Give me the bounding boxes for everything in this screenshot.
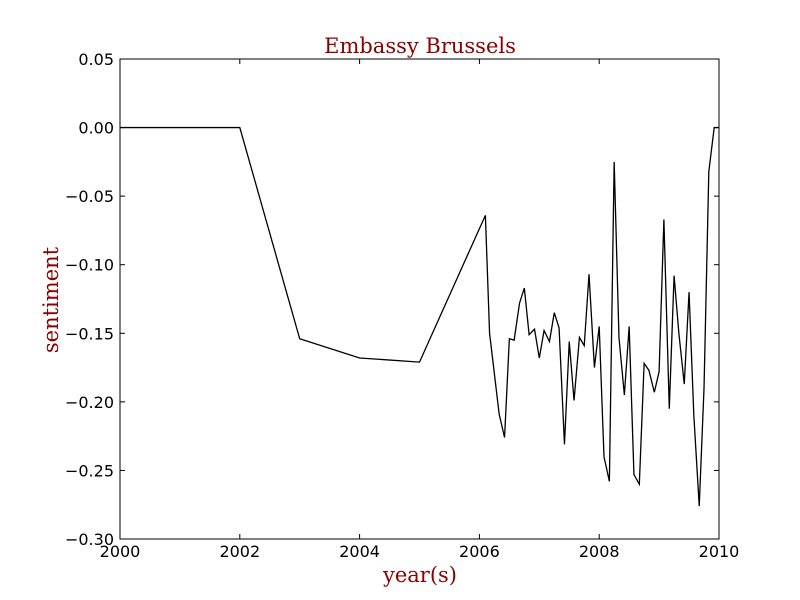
y-tick-label-4: −0.15 [65, 324, 114, 343]
y-tick-label-7: −0.30 [65, 530, 114, 549]
y-tick-label-6: −0.25 [65, 461, 114, 480]
y-tick-label-2: −0.05 [65, 187, 114, 206]
x-tick-label-4: 2008 [579, 542, 620, 561]
chart-title: Embassy Brussels [324, 34, 516, 58]
x-tick-label-0: 2000 [100, 542, 141, 561]
axes-frame [119, 58, 720, 540]
y-axis-label: sentiment [39, 246, 63, 353]
x-axis-label: year(s) [382, 563, 457, 587]
y-tick-label-3: −0.10 [65, 256, 114, 275]
x-tick-label-3: 2006 [459, 542, 500, 561]
y-tick-label-0: 0.05 [78, 50, 114, 69]
series-line-0 [120, 126, 719, 507]
y-tick-label-1: 0.00 [78, 119, 114, 138]
plot-area: 2000 2002 2004 2006 2008 2010 0.05 0.00 −0.05 −0.… [65, 50, 739, 561]
y-tick-label-5: −0.20 [65, 393, 114, 412]
x-tick-label-2: 2004 [339, 542, 380, 561]
x-tick-label-5: 2010 [699, 542, 740, 561]
x-tick-label-1: 2002 [219, 542, 260, 561]
